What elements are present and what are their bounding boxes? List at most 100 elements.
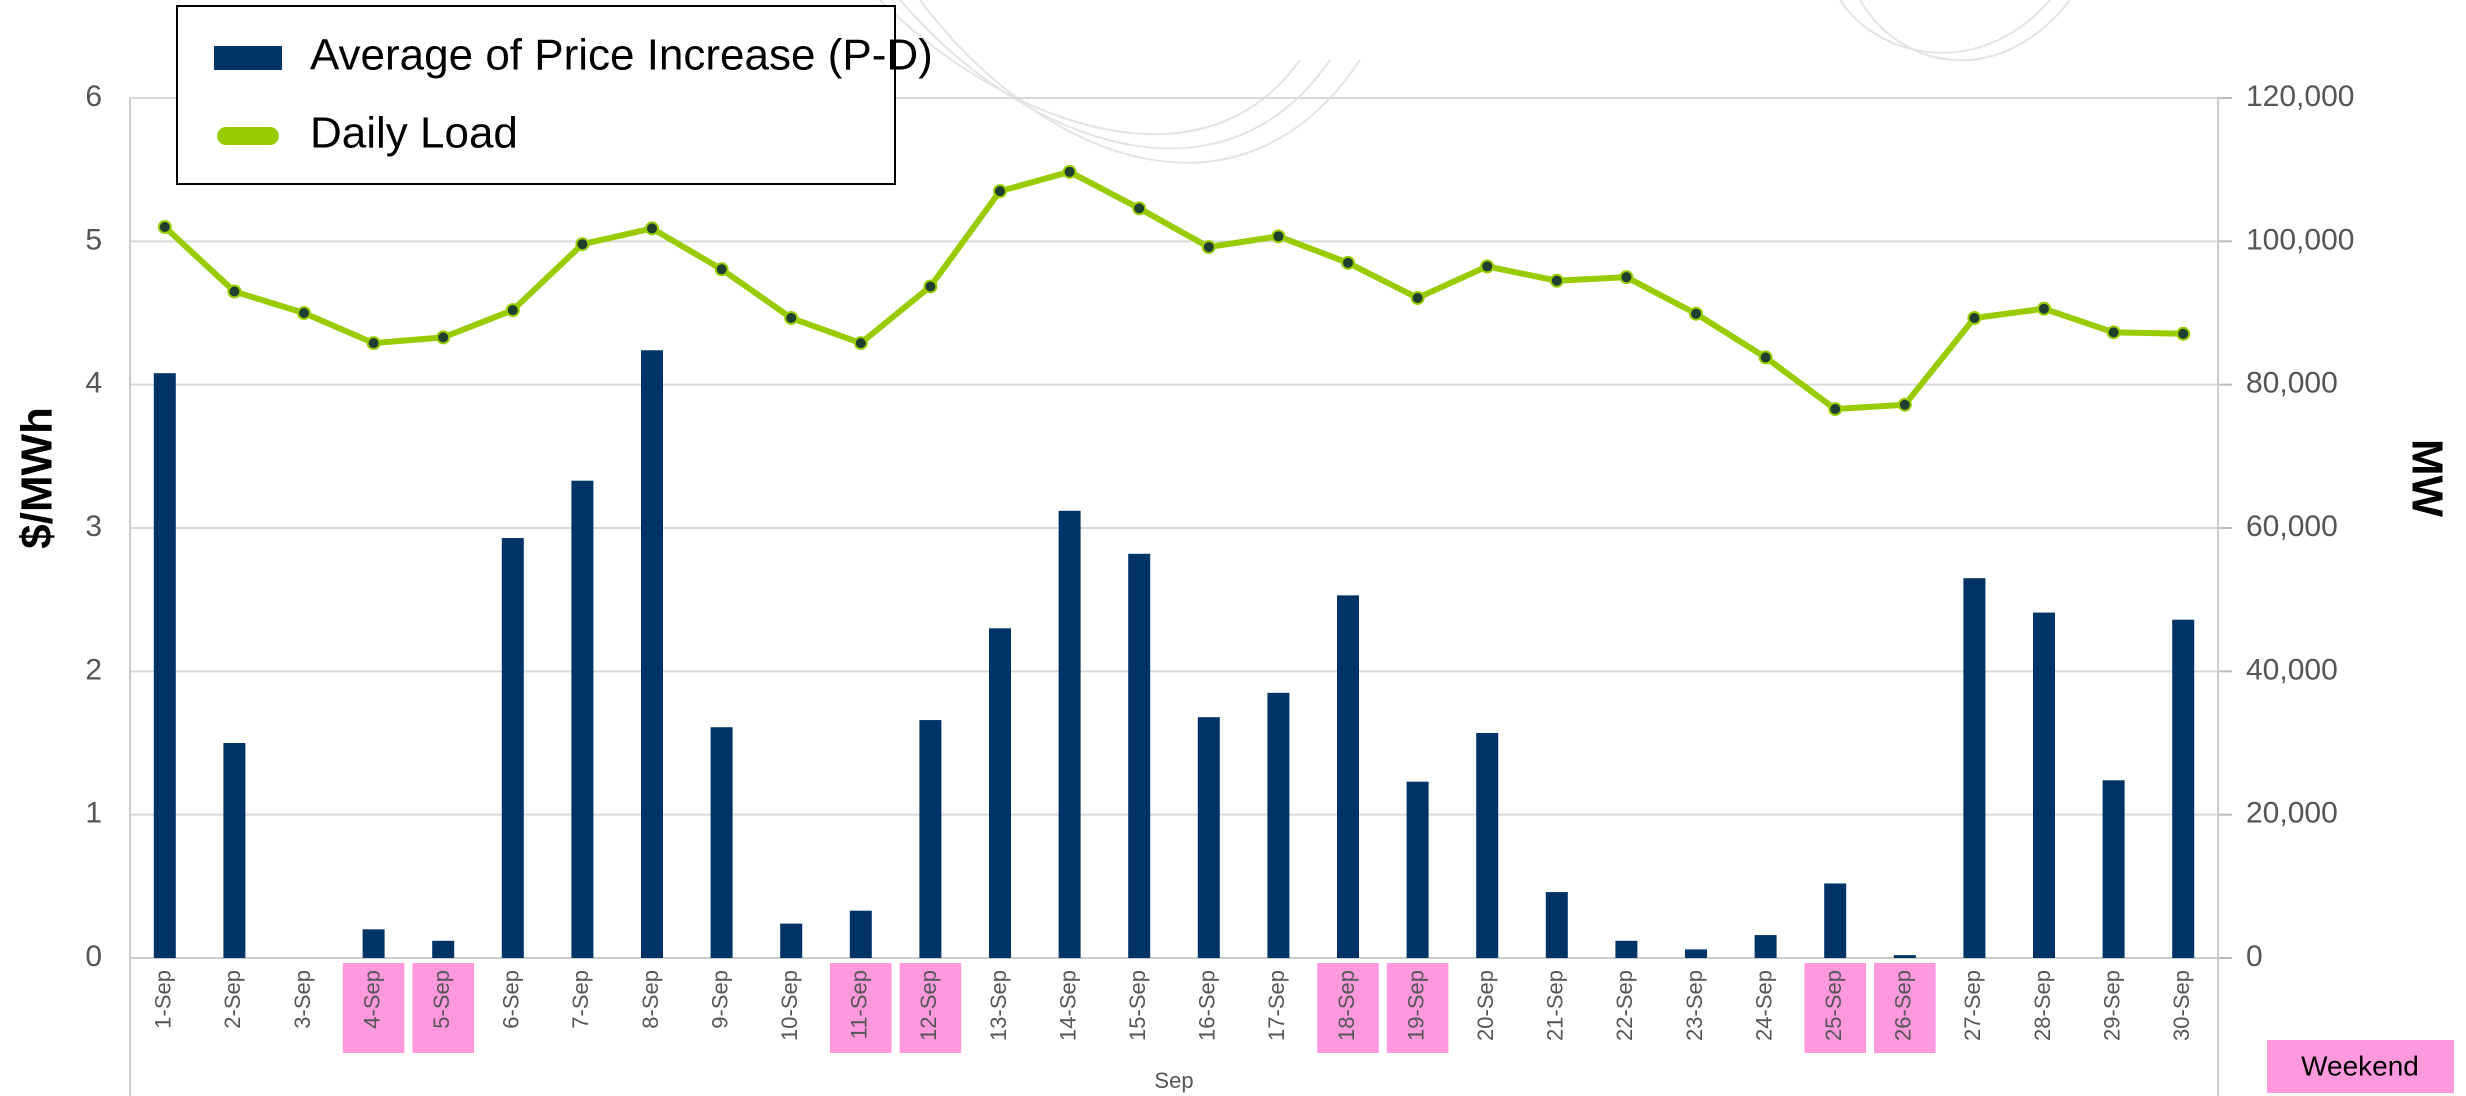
x-tick-label: 5-Sep	[429, 970, 454, 1029]
line-point	[1760, 351, 1772, 363]
line-point	[1481, 260, 1493, 272]
y-tick-label: 6	[85, 80, 102, 113]
bar	[1198, 717, 1220, 958]
bar	[363, 929, 385, 958]
x-tick-label: 24-Sep	[1751, 970, 1776, 1041]
bar	[919, 720, 941, 958]
x-tick-label: 3-Sep	[290, 970, 315, 1029]
x-tick-label: 14-Sep	[1055, 970, 1080, 1041]
line-point	[159, 221, 171, 233]
x-tick-label: 26-Sep	[1891, 970, 1916, 1041]
line-point	[785, 312, 797, 324]
line-point	[228, 286, 240, 298]
bar	[571, 481, 593, 958]
bar	[1824, 883, 1846, 958]
bar	[850, 911, 872, 958]
line-point	[2038, 303, 2050, 315]
y2-tick-label: 40,000	[2246, 653, 2338, 686]
y-tick-label: 1	[85, 797, 102, 830]
line-point	[1690, 308, 1702, 320]
bar	[1755, 935, 1777, 958]
x-tick-label: 29-Sep	[2099, 970, 2124, 1041]
x-axis-label: Sep	[1154, 1068, 1193, 1093]
legend-swatch	[214, 46, 282, 70]
bar	[432, 941, 454, 958]
line-point	[1133, 202, 1145, 214]
x-tick-label: 18-Sep	[1334, 970, 1359, 1041]
bar	[154, 373, 176, 958]
bar	[502, 538, 524, 958]
x-tick-label: 19-Sep	[1403, 970, 1428, 1041]
y-tick-label: 2	[85, 653, 102, 686]
line-point	[1272, 230, 1284, 242]
line-point	[368, 337, 380, 349]
line	[165, 172, 2183, 409]
y2-tick-label: 60,000	[2246, 510, 2338, 543]
y2-tick-label: 100,000	[2246, 223, 2354, 256]
line-point	[576, 238, 588, 250]
y2-tick-label: 0	[2246, 940, 2263, 973]
line-point	[2177, 328, 2189, 340]
x-tick-label: 8-Sep	[638, 970, 663, 1029]
line-point	[1620, 271, 1632, 283]
y2-tick-label: 20,000	[2246, 797, 2338, 830]
x-tick-label: 25-Sep	[1821, 970, 1846, 1041]
line-point	[507, 304, 519, 316]
x-tick-label: 9-Sep	[707, 970, 732, 1029]
weekend-legend-label: Weekend	[2301, 1050, 2419, 1081]
line-point	[1342, 257, 1354, 269]
x-tick-label: 4-Sep	[359, 970, 384, 1029]
x-tick-label: 27-Sep	[1960, 970, 1985, 1041]
line-point	[1968, 312, 1980, 324]
bar	[1894, 955, 1916, 958]
legend-label: Average of Price Increase (P-D)	[310, 31, 933, 80]
line-point	[1899, 399, 1911, 411]
y2-axis-label: MW	[2402, 439, 2451, 518]
x-tick-label: 7-Sep	[568, 970, 593, 1029]
bar	[780, 924, 802, 958]
line-point	[646, 222, 658, 234]
bar	[1267, 693, 1289, 958]
y2-tick-label: 120,000	[2246, 80, 2354, 113]
x-tick-label: 13-Sep	[986, 970, 1011, 1041]
bar	[1546, 892, 1568, 958]
line-point	[1064, 166, 1076, 178]
y-tick-label: 4	[85, 367, 102, 400]
x-tick-label: 15-Sep	[1125, 970, 1150, 1041]
background-decoration	[880, 0, 2070, 163]
x-tick-label: 28-Sep	[2030, 970, 2055, 1041]
line-point	[298, 307, 310, 319]
x-tick-label: 22-Sep	[1612, 970, 1637, 1041]
bar	[1407, 782, 1429, 958]
bar	[2172, 620, 2194, 958]
bar	[989, 628, 1011, 958]
bar	[1128, 554, 1150, 958]
legend-label: Daily Load	[310, 109, 518, 158]
line-point	[1412, 292, 1424, 304]
bar	[2033, 613, 2055, 958]
x-tick-label: 30-Sep	[2169, 970, 2194, 1041]
x-tick-label: 23-Sep	[1682, 970, 1707, 1041]
x-tick-label: 10-Sep	[777, 970, 802, 1041]
line-point	[716, 263, 728, 275]
y-tick-label: 5	[85, 223, 102, 256]
chart: $/MWh MW Sep 0123456020,00040,00060,0008…	[0, 0, 2466, 1096]
y-tick-label: 0	[85, 940, 102, 973]
line-point	[924, 280, 936, 292]
bar	[1476, 733, 1498, 958]
bar	[1685, 949, 1707, 958]
x-tick-label: 12-Sep	[916, 970, 941, 1041]
line-point	[437, 331, 449, 343]
x-tick-label: 20-Sep	[1473, 970, 1498, 1041]
line-point	[1551, 275, 1563, 287]
bar	[1337, 595, 1359, 958]
x-tick-label: 2-Sep	[220, 970, 245, 1029]
line-point	[1829, 403, 1841, 415]
legend: Average of Price Increase (P-D) Daily Loa…	[177, 6, 933, 184]
x-tick-label: 1-Sep	[151, 970, 176, 1029]
line-point	[994, 185, 1006, 197]
line-point	[2108, 326, 2120, 338]
bar	[1059, 511, 1081, 958]
x-tick-label: 11-Sep	[847, 970, 872, 1039]
y2-tick-label: 80,000	[2246, 367, 2338, 400]
